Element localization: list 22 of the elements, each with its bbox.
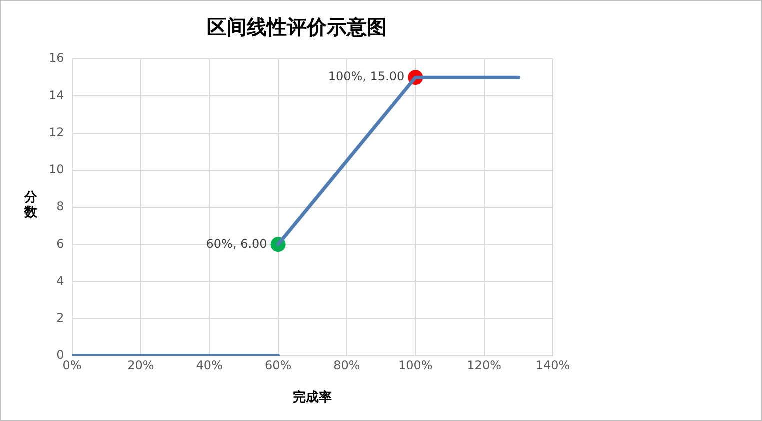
y-tick-label: 4 (56, 274, 64, 288)
chart-title: 区间线性评价示意图 (207, 15, 387, 40)
x-axis-title: 完成率 (293, 390, 332, 406)
y-tick-label: 16 (48, 51, 64, 66)
y-tick-label: 0 (56, 348, 64, 362)
x-tick-label: 60% (264, 358, 292, 372)
x-tick-label: 140% (536, 358, 570, 372)
y-tick-label: 10 (48, 162, 64, 176)
y-tick-label: 8 (56, 200, 64, 214)
y-tick-label: 12 (48, 125, 64, 140)
x-tick-label: 80% (334, 358, 360, 372)
y-tick-label: 2 (56, 311, 64, 325)
x-tick-label: 120% (467, 358, 502, 372)
x-tick-label: 40% (196, 358, 223, 372)
x-tick-label: 0% (62, 358, 82, 372)
y-axis-title: 分数 (24, 190, 38, 220)
data-label: 100%, 15.00 (328, 70, 405, 84)
y-tick-label: 6 (56, 236, 64, 251)
y-tick-label: 14 (48, 88, 64, 102)
x-tick-label: 20% (128, 358, 154, 372)
x-tick-label: 100% (398, 358, 433, 372)
data-label: 60%, 6.00 (206, 236, 268, 251)
